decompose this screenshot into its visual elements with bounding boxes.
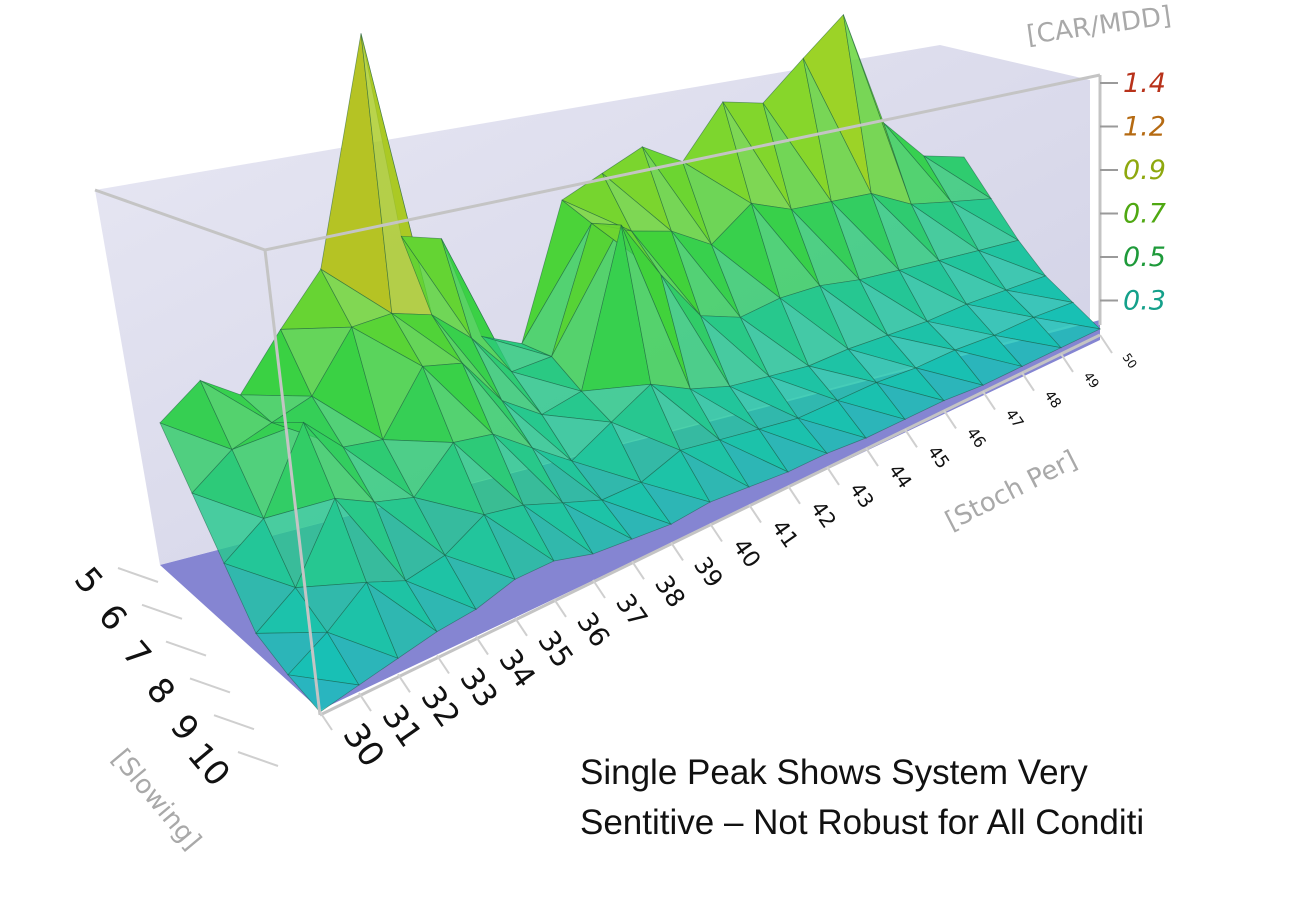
x-tick-mark <box>904 428 918 448</box>
surface-facet <box>1032 316 1102 349</box>
x-tick-mark <box>358 692 372 712</box>
x-tick-mark <box>670 541 684 561</box>
x-tick-mark <box>787 485 801 505</box>
surface-facet <box>287 674 360 713</box>
surface-facet <box>365 581 438 659</box>
x-tick-label: 40 <box>727 534 765 573</box>
surface-facet <box>836 399 906 439</box>
x-tick-mark <box>475 636 489 656</box>
surface-facet <box>326 631 399 686</box>
surface-facet <box>640 481 711 525</box>
y-tick-label: 8 <box>138 670 183 712</box>
y-tick-mark <box>189 677 231 694</box>
x-tick-mark <box>592 579 606 599</box>
z-tick-label: 0.7 <box>1123 199 1166 230</box>
x-tick-mark <box>436 654 450 675</box>
surface-facet <box>483 513 555 580</box>
x-tick-mark <box>826 466 840 486</box>
x-tick-mark <box>514 617 528 637</box>
x-tick-label: 41 <box>766 516 803 553</box>
z-tick-label: 0.9 <box>1123 155 1166 186</box>
x-tick-mark <box>1099 334 1113 354</box>
x-tick-mark <box>982 391 996 411</box>
caption-line-1: Single Peak Shows System Very <box>580 753 1088 792</box>
surface-facet <box>444 554 516 610</box>
surface-facet <box>679 449 750 503</box>
x-tick-label: 38 <box>649 570 691 613</box>
x-tick-mark <box>748 504 762 524</box>
x-tick-mark <box>553 598 567 618</box>
y-tick-mark <box>141 603 183 620</box>
y-tick-label: 6 <box>90 597 135 639</box>
x-tick-mark <box>943 409 957 429</box>
caption: Single Peak Shows System Very Sentitive … <box>580 748 1290 898</box>
y-tick-label: 10 <box>179 736 237 795</box>
x-tick-mark <box>1021 372 1035 392</box>
y-tick-mark <box>117 567 159 583</box>
x-tick-label: 39 <box>688 552 728 593</box>
y-tick-mark <box>213 714 255 731</box>
z-axis-ticks: 1.4 1.2 0.9 0.7 0.5 0.3 <box>1100 68 1166 317</box>
x-tick-mark <box>319 711 333 731</box>
surface-facet <box>758 428 828 473</box>
z-tick-label: 0.5 <box>1123 242 1166 273</box>
caption-line-2: Sentitive – Not Robust for All Conditi <box>580 803 1145 842</box>
y-tick-mark <box>165 640 207 657</box>
surface-facet <box>875 381 946 420</box>
surface-facet <box>561 501 633 555</box>
surface-facet <box>523 504 594 562</box>
x-tick-label: 44 <box>884 460 916 492</box>
x-tick-mark <box>709 522 723 543</box>
surface-facet <box>993 334 1063 367</box>
y-tick-label: 5 <box>66 560 111 602</box>
z-axis-title: [CAR/MDD] <box>1025 1 1173 51</box>
x-tick-label: 37 <box>609 589 653 633</box>
surface-facet <box>718 438 789 488</box>
x-tick-mark <box>631 560 645 580</box>
x-tick-mark <box>397 673 411 693</box>
z-tick-label: 1.2 <box>1123 112 1166 143</box>
x-tick-label: 47 <box>1002 406 1028 432</box>
x-tick-mark <box>865 447 879 467</box>
x-tick-label: 43 <box>845 478 879 513</box>
surface-facet <box>954 349 1024 386</box>
x-tick-label: 46 <box>963 424 990 452</box>
surface-facet <box>797 417 868 454</box>
x-tick-label: 50 <box>1120 351 1140 372</box>
surface-facet <box>404 579 477 633</box>
x-axis-title: [Stoch Per] <box>941 445 1082 537</box>
x-tick-label: 48 <box>1041 388 1064 412</box>
z-tick-label: 0.3 <box>1123 286 1166 317</box>
z-tick-label: 1.4 <box>1123 68 1166 99</box>
surface-facet <box>914 367 985 402</box>
x-tick-label: 35 <box>531 624 580 674</box>
y-tick-label: 7 <box>114 633 159 675</box>
x-tick-label: 49 <box>1080 370 1102 392</box>
x-tick-label: 36 <box>570 607 615 653</box>
surface-facet <box>600 499 673 540</box>
x-tick-label: 45 <box>923 442 953 473</box>
y-tick-mark <box>237 751 279 767</box>
x-tick-label: 42 <box>806 497 841 533</box>
x-tick-mark <box>1060 353 1074 373</box>
